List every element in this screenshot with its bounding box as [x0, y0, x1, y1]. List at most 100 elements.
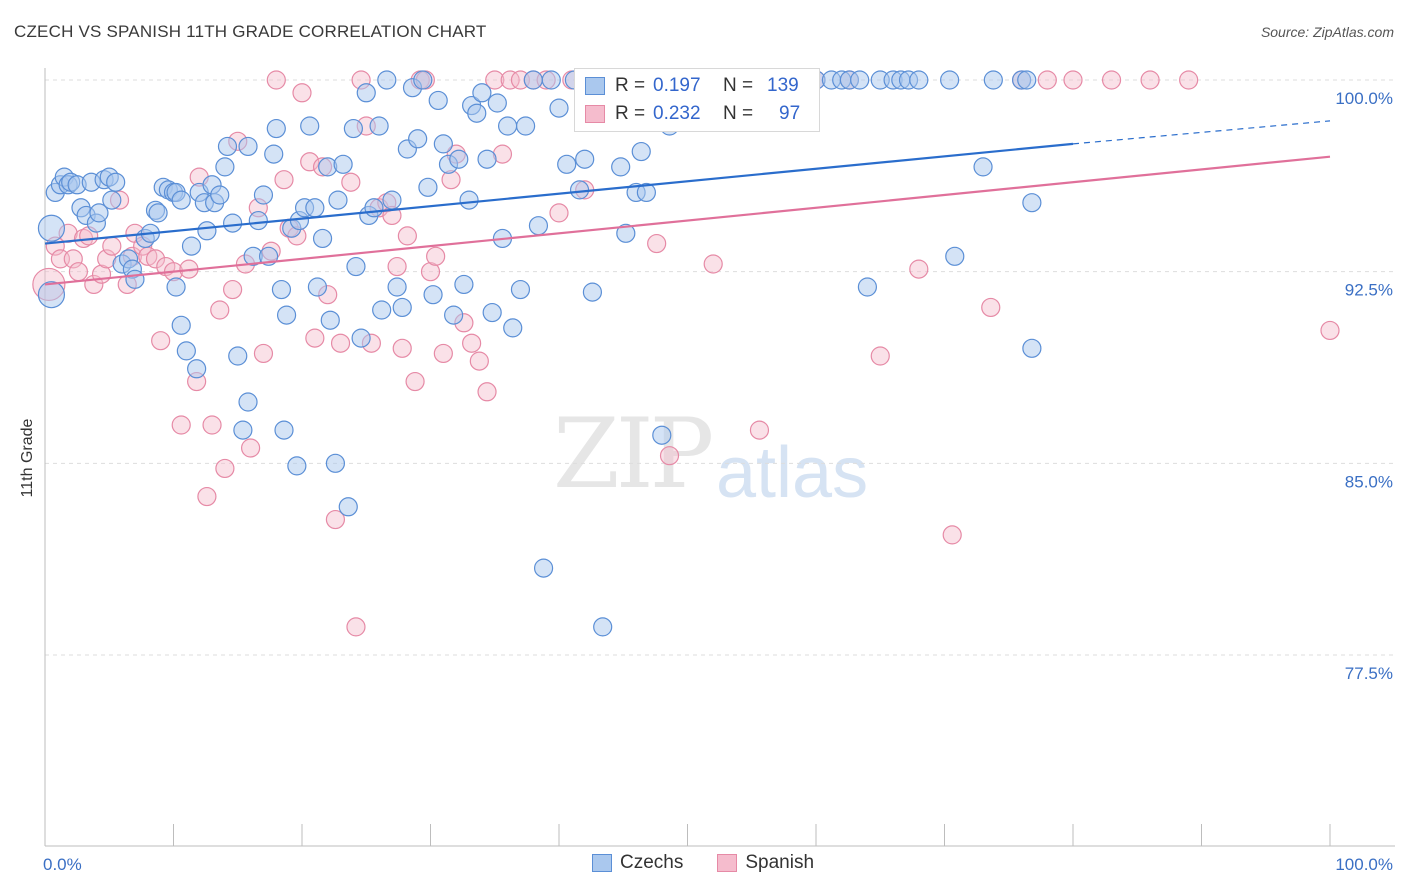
czech-point [616, 223, 636, 243]
x-tick-label: 0.0% [43, 855, 82, 874]
czech-point [333, 154, 353, 174]
czech-point [510, 279, 531, 300]
czech-point [238, 392, 258, 412]
czech-point [477, 149, 497, 169]
spanish-point [102, 236, 122, 256]
czech-point [528, 216, 549, 236]
czech-point [973, 157, 993, 177]
czech-point [346, 256, 366, 277]
spanish-point [392, 338, 412, 358]
spanish-point [1063, 70, 1083, 90]
spanish-point [330, 333, 351, 353]
stats-row-czechs: R = 0.197 N = 139 [585, 73, 799, 99]
spanish-point [292, 83, 312, 103]
spanish-point [274, 170, 294, 190]
spanish-point [420, 262, 441, 282]
spanish-point [469, 351, 489, 371]
spanish-point [477, 382, 497, 402]
spanish-point [462, 333, 482, 353]
czech-point [498, 116, 518, 136]
legend-item-spanish[interactable]: Spanish [717, 852, 814, 874]
czech-point [1022, 338, 1042, 358]
czech-points [37, 70, 1042, 637]
czech-point [264, 144, 284, 164]
czech-point [382, 190, 402, 210]
czech-point [377, 70, 397, 90]
czech-point [300, 116, 320, 136]
czech-point [940, 70, 960, 90]
spanish-point [1320, 320, 1340, 341]
czech-point [328, 190, 348, 210]
y-axis-label: 11th Grade [19, 418, 36, 498]
spanish-swatch [585, 105, 605, 123]
spanish-point [749, 420, 770, 440]
spanish-point [215, 458, 235, 479]
spanish-point [433, 343, 453, 364]
czech-point [850, 70, 870, 90]
spanish-n-label: N = [723, 103, 754, 124]
czech-point [233, 420, 253, 440]
spanish-point [426, 246, 446, 266]
legend-item-czechs[interactable]: Czechs [591, 852, 683, 874]
czech-point [125, 269, 145, 289]
spanish-point [210, 300, 230, 320]
spanish-point [1179, 70, 1199, 90]
spanish-point [325, 509, 346, 530]
czech-point [593, 617, 613, 637]
watermark-atlas: atlas [716, 433, 869, 513]
spanish-point [151, 331, 171, 351]
legend-spanish-label: Spanish [745, 852, 815, 873]
czech-point [369, 116, 389, 136]
czech-point [248, 210, 268, 231]
czechs-swatch [585, 77, 605, 95]
spanish-point [223, 279, 243, 300]
czech-point [523, 70, 543, 90]
czech-point [325, 453, 346, 473]
czech-point [37, 214, 66, 242]
czech-point [549, 98, 569, 118]
czech-point [210, 185, 230, 205]
czech-point [343, 118, 363, 139]
czech-point [364, 198, 384, 218]
spanish-point [266, 70, 286, 90]
stats-box: R = 0.197 N = 139 R = 0.232 N = 97 [574, 68, 820, 132]
czech-point [271, 279, 292, 300]
czech-point [541, 70, 561, 90]
czech-point [945, 246, 965, 266]
czech-point [454, 274, 474, 295]
spanish-point [63, 249, 83, 269]
czech-point [652, 425, 672, 445]
czech-point [515, 116, 536, 136]
czech-point [533, 558, 554, 578]
czech-trendline-extension [1072, 120, 1331, 145]
czech-point [1017, 70, 1037, 90]
legend-spanish-swatch [717, 854, 738, 872]
czech-point [487, 93, 507, 113]
spanish-point [202, 415, 222, 435]
czech-point [266, 118, 286, 139]
czech-point [253, 185, 274, 205]
czech-point [320, 310, 340, 330]
watermark-zip: ZIP [553, 398, 714, 510]
czech-point [636, 182, 656, 203]
czech-point [274, 420, 294, 440]
spanish-point [145, 249, 166, 269]
czech-point [187, 359, 207, 379]
spanish-n-value: 97 [779, 103, 801, 124]
spanish-point [703, 254, 723, 274]
spanish-r-label: R = [615, 103, 646, 124]
czech-point [238, 136, 258, 157]
czech-point [472, 83, 492, 103]
spanish-point [1101, 70, 1122, 90]
tick-labels: 77.5% 85.0% 92.5% 100.0% 0.0% 100.0% [43, 89, 1393, 874]
czech-point [215, 157, 235, 177]
czech-point [176, 341, 196, 361]
czech-point [217, 136, 238, 157]
trend-lines [44, 120, 1331, 286]
czech-point [148, 203, 168, 223]
czech-point [181, 236, 202, 256]
czechs-r-value: 0.197 [653, 75, 701, 96]
czech-point [387, 277, 407, 297]
czech-point [418, 177, 438, 197]
czech-point [482, 302, 502, 323]
